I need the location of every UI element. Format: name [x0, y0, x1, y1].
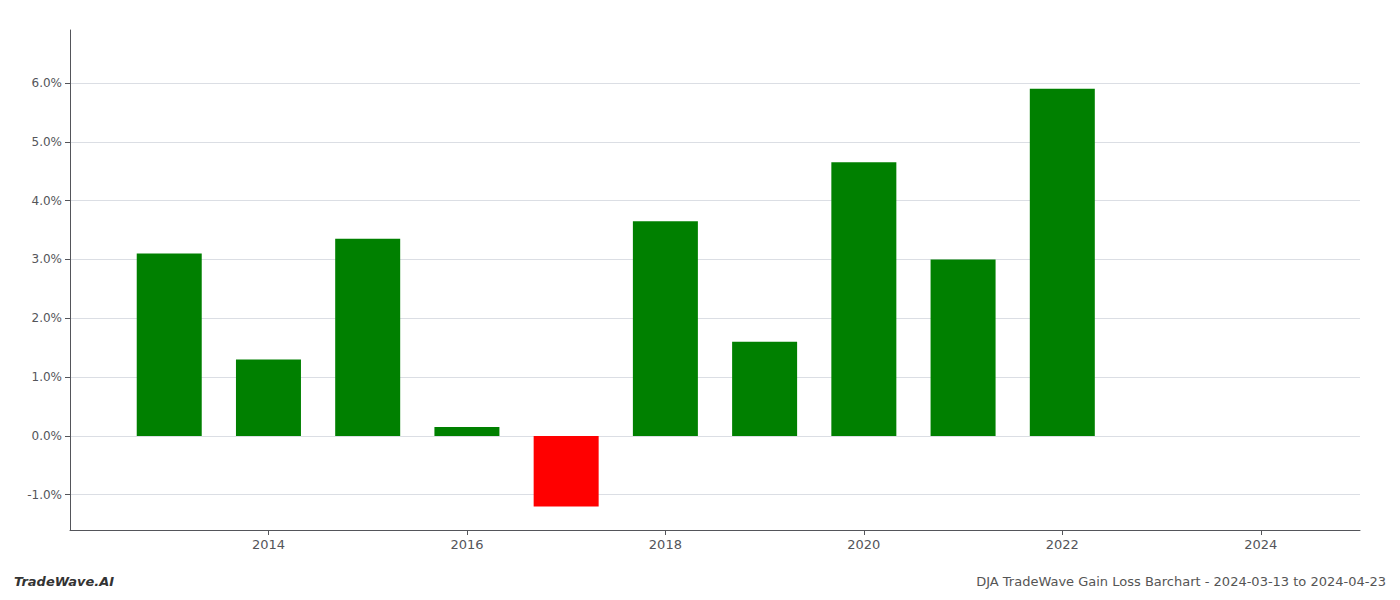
svg-text:2018: 2018 — [649, 537, 682, 552]
svg-text:3.0%: 3.0% — [32, 252, 63, 266]
svg-text:0.0%: 0.0% — [32, 429, 63, 443]
svg-text:2016: 2016 — [450, 537, 483, 552]
svg-text:5.0%: 5.0% — [32, 135, 63, 149]
svg-text:2014: 2014 — [252, 537, 285, 552]
svg-text:2022: 2022 — [1046, 537, 1079, 552]
svg-text:4.0%: 4.0% — [32, 194, 63, 208]
svg-text:1.0%: 1.0% — [32, 370, 63, 384]
svg-text:-1.0%: -1.0% — [27, 488, 62, 502]
svg-text:DJA TradeWave Gain Loss Barcha: DJA TradeWave Gain Loss Barchart - 2024-… — [976, 574, 1386, 589]
svg-text:TradeWave.AI: TradeWave.AI — [14, 574, 114, 589]
svg-text:2020: 2020 — [847, 537, 880, 552]
svg-text:2024: 2024 — [1244, 537, 1277, 552]
svg-text:2.0%: 2.0% — [32, 311, 63, 325]
svg-text:6.0%: 6.0% — [32, 76, 63, 90]
